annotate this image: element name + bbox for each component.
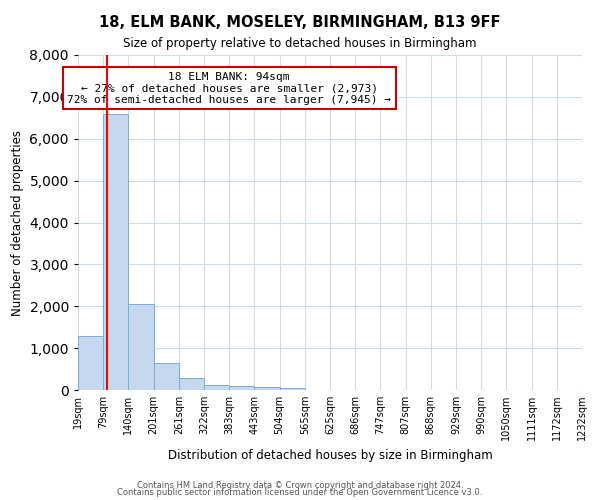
Bar bbox=[280, 388, 305, 390]
Bar bbox=[103, 114, 128, 390]
X-axis label: Distribution of detached houses by size in Birmingham: Distribution of detached houses by size … bbox=[167, 448, 493, 462]
Text: Contains HM Land Registry data © Crown copyright and database right 2024.: Contains HM Land Registry data © Crown c… bbox=[137, 480, 463, 490]
Text: Contains public sector information licensed under the Open Government Licence v3: Contains public sector information licen… bbox=[118, 488, 482, 497]
Bar bbox=[179, 378, 204, 390]
Bar bbox=[204, 384, 229, 390]
Text: Size of property relative to detached houses in Birmingham: Size of property relative to detached ho… bbox=[123, 38, 477, 51]
Bar bbox=[229, 386, 254, 390]
Bar bbox=[128, 304, 154, 390]
Text: 18 ELM BANK: 94sqm
← 27% of detached houses are smaller (2,973)
72% of semi-deta: 18 ELM BANK: 94sqm ← 27% of detached hou… bbox=[67, 72, 391, 105]
Bar bbox=[254, 388, 280, 390]
Y-axis label: Number of detached properties: Number of detached properties bbox=[11, 130, 24, 316]
Bar bbox=[154, 363, 179, 390]
Bar bbox=[78, 336, 103, 390]
Text: 18, ELM BANK, MOSELEY, BIRMINGHAM, B13 9FF: 18, ELM BANK, MOSELEY, BIRMINGHAM, B13 9… bbox=[99, 15, 501, 30]
